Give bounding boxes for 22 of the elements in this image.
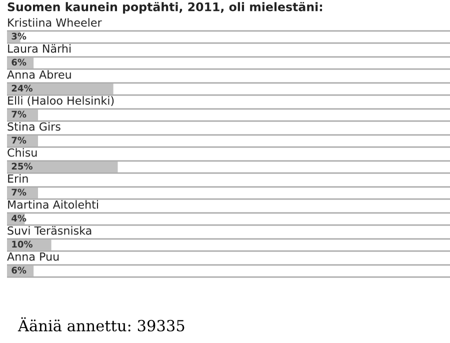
y-tick-label: Anna Abreu xyxy=(7,70,71,79)
data-label: 7% xyxy=(12,110,26,118)
y-tick-label: Martina Aitolehti xyxy=(8,200,98,209)
y-tick-label: Stina Girs xyxy=(8,122,60,131)
y-tick-label: Anna Puu xyxy=(7,252,59,261)
y-tick-label: Suvi Teräsniska xyxy=(8,226,92,235)
data-label: 24% xyxy=(12,84,32,92)
data-label: 7% xyxy=(12,188,26,196)
y-tick-label: Chisu xyxy=(8,148,37,157)
y-tick-label: Erin xyxy=(8,174,28,183)
data-label: 4% xyxy=(12,214,26,222)
data-label: 6% xyxy=(12,266,26,274)
data-label: 3% xyxy=(12,32,26,40)
chart-title: Suomen kaunein poptähti, 2011, oli mielestäni: xyxy=(8,2,322,14)
y-tick-label: Kristiina Wheeler xyxy=(8,18,102,27)
y-tick-label: Laura Närhi xyxy=(8,44,71,53)
data-label: 7% xyxy=(12,136,26,144)
y-tick-label: Elli (Haloo Helsinki) xyxy=(8,96,114,106)
data-label: 6% xyxy=(12,58,26,66)
text: Ääniä annettu: 39335 xyxy=(18,317,184,332)
data-label: 25% xyxy=(12,162,32,170)
data-label: 10% xyxy=(12,240,32,248)
